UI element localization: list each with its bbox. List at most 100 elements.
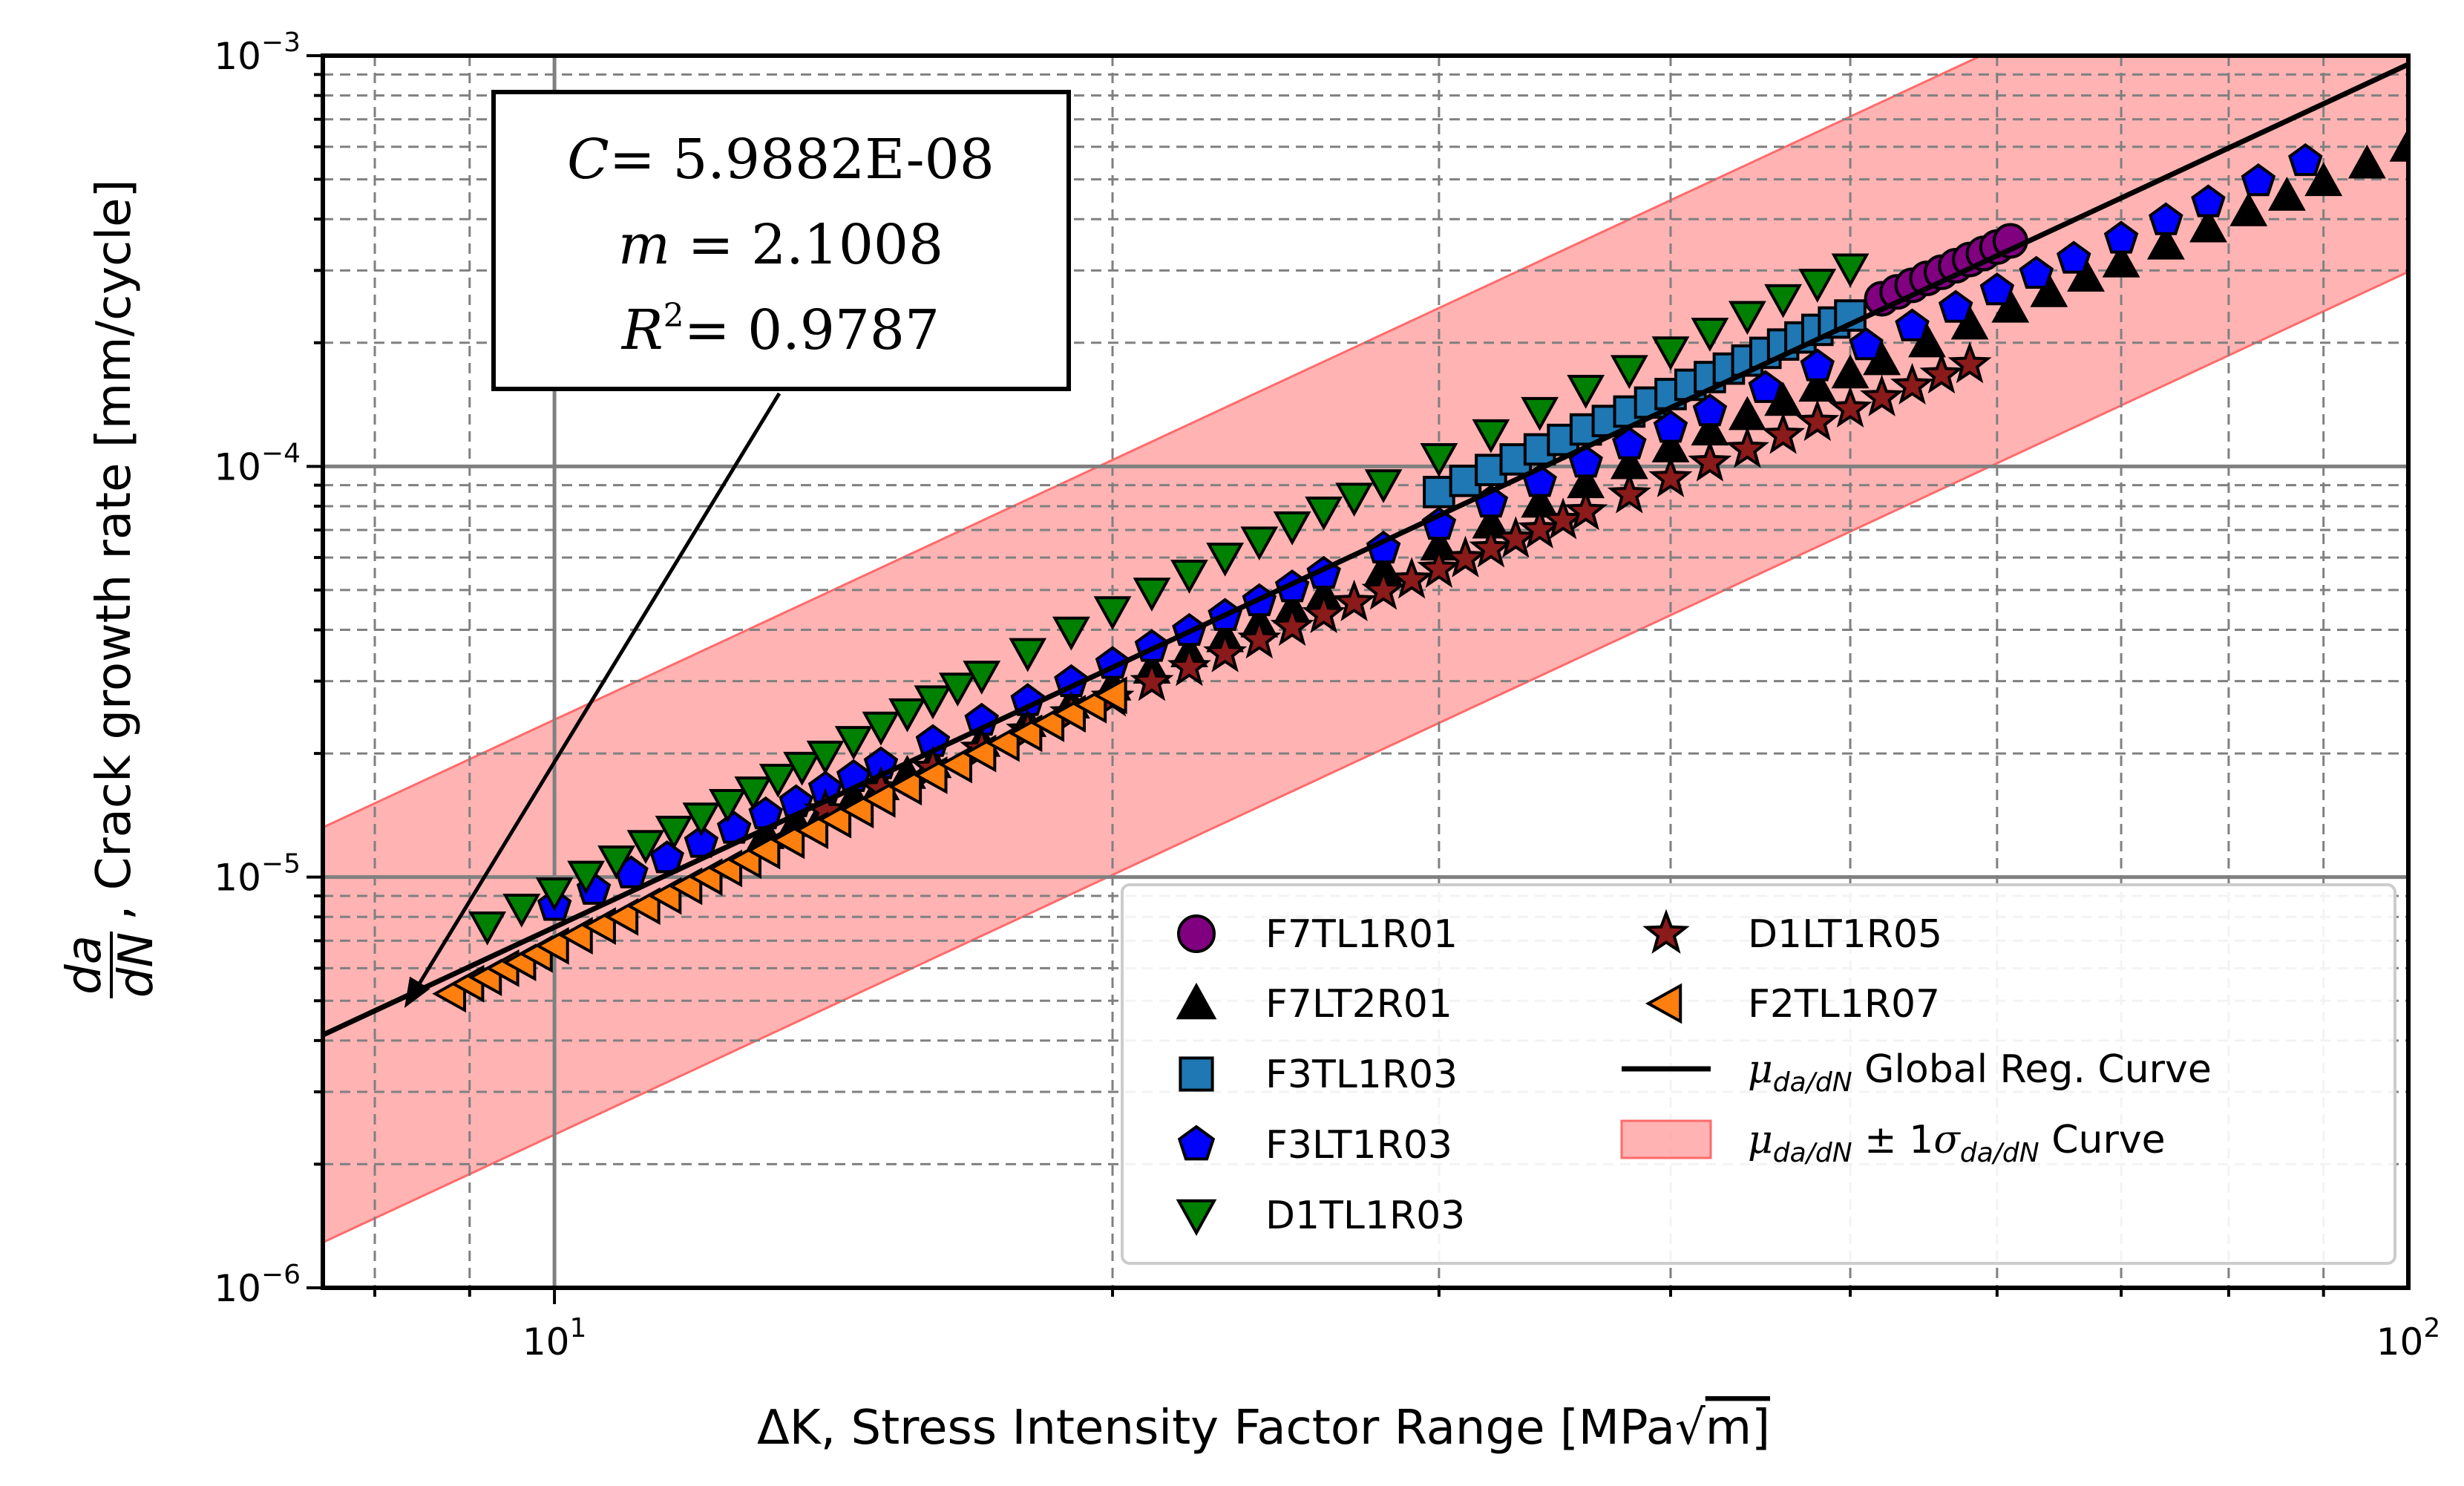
data-point [862, 711, 900, 746]
data-point [861, 779, 896, 818]
data-point [1950, 305, 1989, 340]
data-point [626, 830, 665, 864]
data-point [1469, 526, 1513, 568]
data-point [1541, 497, 1585, 540]
data-point [1420, 443, 1458, 477]
data-point [1008, 714, 1043, 753]
legend-marker [1645, 983, 1682, 1024]
data-point [1335, 482, 1373, 517]
data-point [1240, 526, 1279, 561]
data-point [1890, 362, 1935, 405]
data-point [1332, 579, 1377, 621]
data-point [502, 893, 541, 928]
data-point [1493, 516, 1538, 558]
data-point [1692, 393, 1728, 427]
annotation-arrow [418, 392, 782, 984]
data-point [649, 840, 684, 874]
data-point [534, 926, 569, 965]
data-point [1691, 318, 1729, 352]
legend: F7TL1R01 F7LT2R01 F3TL1R03 F3LT1R03 D1TL1R03… [1121, 883, 2396, 1265]
data-point [1612, 426, 1647, 459]
data-point [1979, 272, 2015, 306]
data-point [2102, 243, 2140, 278]
data-point [597, 845, 635, 880]
series-F2TL1R07 [432, 676, 1127, 1013]
data-point [1052, 616, 1090, 651]
data-point [1947, 341, 1992, 384]
legend-marker [1177, 914, 1216, 953]
legend-marker [1642, 909, 1690, 954]
data-point [1364, 469, 1403, 503]
data-point [986, 724, 1020, 762]
data-point [834, 726, 873, 760]
data-point [2347, 144, 2386, 179]
y-tick-label: 10−6 [214, 1260, 301, 1310]
data-point [746, 831, 781, 870]
data-point [1895, 308, 1930, 341]
data-point [1831, 253, 1870, 288]
legend-band-swatch [1620, 1119, 1712, 1159]
data-point [1518, 506, 1562, 549]
data-point [1133, 577, 1171, 612]
data-point [2267, 177, 2306, 211]
data-point [709, 789, 747, 823]
data-point [559, 917, 593, 955]
data-point [1423, 476, 1455, 508]
legend-label: D1TL1R03 [1265, 1194, 1465, 1238]
data-point [2149, 202, 2183, 235]
data-point [914, 685, 952, 720]
annotation-line-2: m = 2.1008 [618, 213, 943, 277]
data-point [1203, 630, 1248, 672]
legend-marker [1179, 1056, 1214, 1092]
data-point [1170, 560, 1208, 594]
data-point [888, 767, 923, 806]
data-point [2241, 163, 2276, 197]
data-point [2229, 192, 2268, 226]
data-point [1648, 455, 1693, 497]
legend-band-label: μda/dN ± 1σda/dN Curve [1748, 1118, 2166, 1168]
regression-line [323, 62, 2408, 1038]
data-points [432, 128, 2408, 1013]
data-point [783, 751, 822, 786]
data-point [1938, 289, 1973, 323]
data-point [1653, 410, 1688, 443]
data-point [1919, 352, 1964, 394]
series-D1TL1R03 [468, 253, 1870, 946]
data-point [1237, 617, 1282, 659]
data-point [1764, 284, 1802, 318]
data-point [817, 800, 852, 839]
y-axis-label: da dN , Crack growth rate [mm/cycle] [57, 180, 164, 998]
data-point [2189, 208, 2227, 243]
legend-label: F3LT1R03 [1265, 1123, 1452, 1168]
data-point [770, 821, 805, 860]
legend-label: D1LT1R05 [1748, 912, 1942, 957]
annotation-arrowhead [404, 976, 430, 1009]
legend-label: F7LT2R01 [1265, 982, 1452, 1027]
axis-ticks: 101 102 10−6 10−5 10−4 10−3 [214, 27, 2440, 1364]
data-point [962, 734, 997, 773]
data-point [2103, 220, 2139, 254]
data-point [1092, 676, 1127, 715]
data-point [535, 877, 574, 911]
data-point [1849, 327, 1884, 361]
y-label-frac-num: da [57, 935, 112, 995]
data-point [2067, 258, 2105, 292]
data-point [2288, 143, 2323, 177]
annotation-line-1: C= 5.9882E-08 [567, 128, 995, 192]
data-point [1389, 557, 1434, 599]
data-point [1564, 488, 1608, 531]
data-point [1206, 543, 1245, 577]
data-point [1761, 412, 1806, 454]
data-point [1305, 497, 1343, 531]
data-point [2146, 225, 2185, 260]
data-point [888, 698, 926, 733]
data-point [1567, 374, 1605, 409]
data-point [1748, 370, 1783, 403]
legend-label: F7TL1R01 [1265, 912, 1458, 957]
data-point [1361, 568, 1406, 610]
legend-marker [1177, 1125, 1216, 1161]
data-point [2056, 240, 2091, 274]
data-point [1443, 535, 1488, 577]
legend-label: F2TL1R07 [1748, 982, 1940, 1027]
data-point [1798, 269, 1837, 303]
